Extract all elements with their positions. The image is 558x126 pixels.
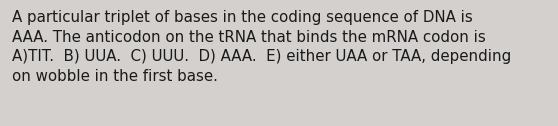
Text: A particular triplet of bases in the coding sequence of DNA is
AAA. The anticodo: A particular triplet of bases in the cod… [12, 10, 512, 84]
